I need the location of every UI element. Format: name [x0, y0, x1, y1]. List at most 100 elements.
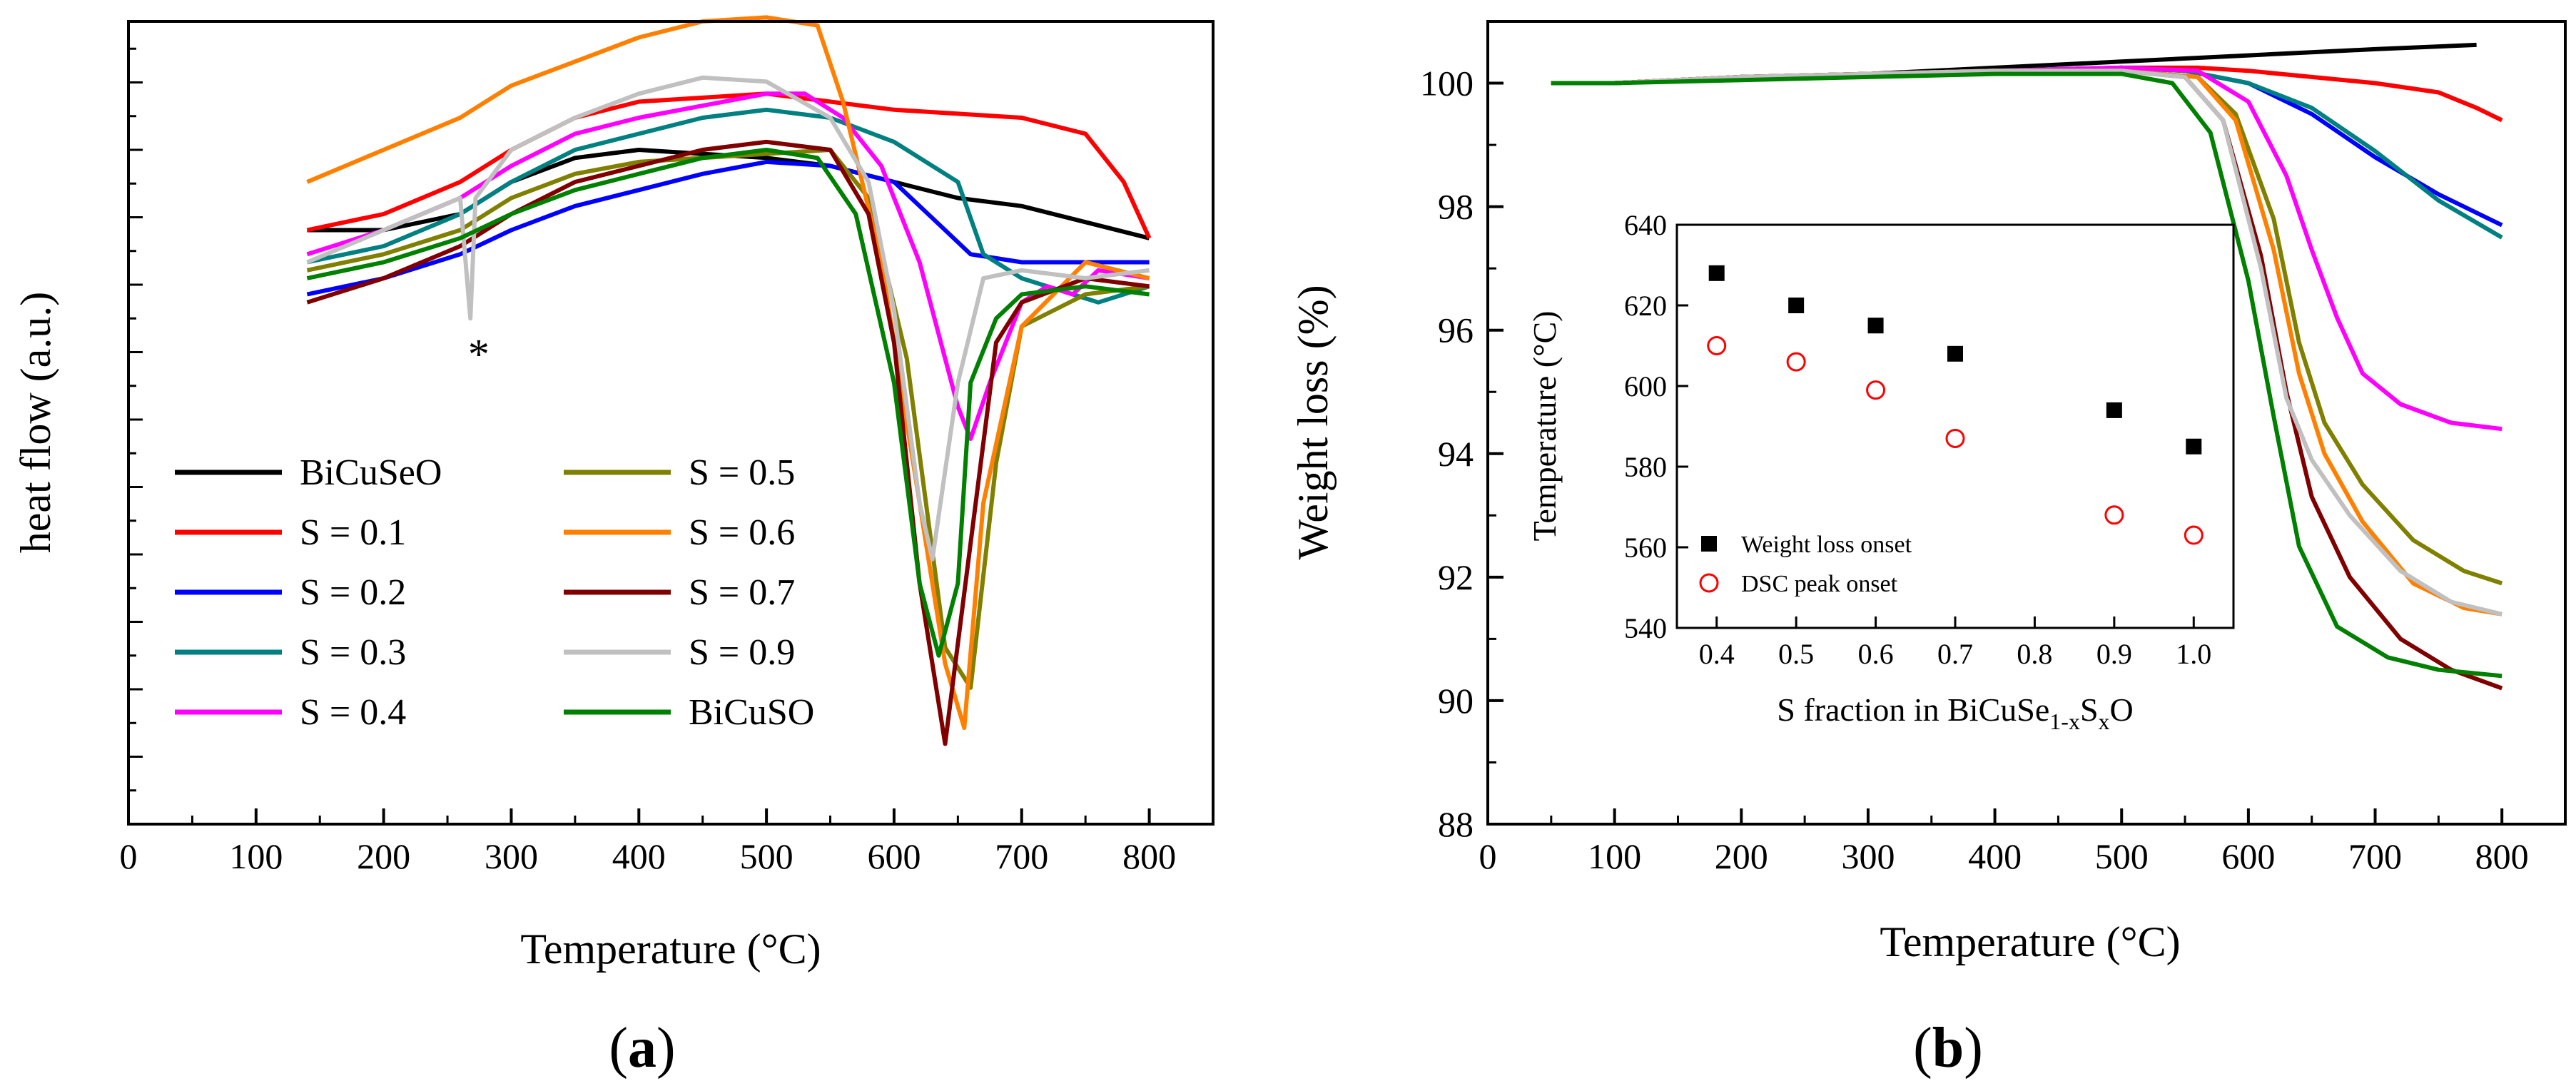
panel-b-y-axis-title: Weight loss (%): [1289, 285, 1337, 559]
inset-point-dsc-peak-onset: [1866, 380, 1886, 400]
panel-b-x-tick-label: 300: [1841, 836, 1895, 876]
panel-b-chart: 0 100 200 300 400 500 600 700 800 88 90 92 94 96 98 10…: [1289, 20, 2567, 1080]
panel-b-x-tick-label: 100: [1588, 836, 1641, 876]
panel-a-legend-label-s-0-4: S = 0.4: [300, 692, 406, 733]
inset-x-tick-label: 0.7: [1937, 638, 1973, 670]
inset-x-axis-title: S fraction in BiCuSe1-xSxO: [1777, 691, 2134, 734]
inset-point-weight-loss-onset: [1788, 298, 1805, 313]
panel-b-x-tick-label: 200: [1715, 836, 1768, 876]
panel-a-series-bicuso: [306, 148, 1150, 658]
panel-b-x-tick-label: 500: [2095, 836, 2149, 876]
panel-a-plot-frame: [127, 20, 1215, 826]
inset-point-dsc-peak-onset: [1945, 428, 1965, 448]
panel-a-legend-label-s-0-3: S = 0.3: [300, 632, 406, 673]
inset-legend-marker-dsc-peak-onset: [1699, 573, 1719, 593]
panel-a-legend-label-s-0-7: S = 0.7: [689, 572, 795, 613]
inset-x-tick-label: 0.8: [2017, 638, 2052, 670]
inset-x-tick-label: 0.9: [2096, 638, 2132, 670]
inset-x-tick-label: 1.0: [2176, 638, 2211, 670]
panel-b-series-s-0-2: [1551, 65, 2503, 228]
panel-a-y-ticks: [128, 47, 143, 826]
panel-b-x-axis-title: Temperature (°C): [1880, 918, 2180, 965]
inset-point-weight-loss-onset: [1708, 265, 1725, 281]
inset-point-dsc-peak-onset: [1707, 336, 1727, 355]
panel-a-series-s-0-2: [306, 159, 1150, 297]
inset-x-tick-label: 0.6: [1858, 638, 1894, 670]
panel-b-series-s-0-9: [1551, 68, 2503, 616]
panel-a-x-tick-label: 0: [120, 836, 138, 876]
panel-a-x-tick-label: 700: [995, 836, 1048, 876]
panel-a-legend-label-bicuso: BiCuSO: [689, 692, 814, 733]
panel-a-legend-label-bicuseo: BiCuSeO: [300, 452, 442, 493]
inset-background: [1677, 225, 2233, 628]
panel-b-series-s-0-3: [1551, 65, 2503, 240]
inset-x-tick-label: 0.4: [1699, 638, 1735, 670]
panel-a-series-s-0-6: [306, 15, 1150, 730]
inset-legend-marker-weight-loss-onset: [1701, 536, 1717, 552]
panel-a-annotation-star: *: [468, 330, 490, 377]
inset-y-tick-label: 580: [1624, 451, 1667, 483]
panel-b-y-ticks: 88 90 92 94 96 98 100: [1420, 64, 1503, 844]
panel-b-x-tick-label: 800: [2475, 836, 2529, 876]
panel-b-x-tick-label: 600: [2221, 836, 2275, 876]
inset-y-tick-label: 540: [1624, 612, 1667, 644]
panel-b-y-tick-label: 90: [1438, 681, 1474, 721]
panel-a-series-s-0-9: [306, 75, 1150, 562]
panel-a-x-axis-title: Temperature (°C): [520, 925, 821, 973]
panel-a-legend-label-s-0-9: S = 0.9: [689, 632, 795, 673]
panel-a-x-tick-label: 100: [229, 836, 283, 876]
panel-a-x-tick-label: 200: [357, 836, 410, 876]
inset-chart: 0.4 0.5 0.6 0.7 0.8 0.9 1.0 540 560 580 600 620 640…: [1526, 209, 2235, 734]
panel-b-plot-frame: [1486, 20, 2567, 826]
panel-b-y-tick-label: 94: [1438, 434, 1474, 474]
panel-a-x-tick-label: 300: [485, 836, 538, 876]
inset-points: [1707, 265, 2204, 545]
panel-b-x-ticks: 0 100 200 300 400 500 600 700 800: [1479, 808, 2529, 876]
inset-x-ticks: 0.4 0.5 0.6 0.7 0.8 0.9 1.0: [1699, 616, 2211, 670]
panel-a-x-tick-label: 500: [740, 836, 793, 876]
inset-point-weight-loss-onset: [2186, 438, 2202, 455]
panel-a-legend-label-s-0-1: S = 0.1: [300, 512, 406, 553]
panel-b-y-tick-label: 88: [1438, 804, 1474, 844]
inset-y-tick-label: 620: [1624, 290, 1667, 322]
panel-a-series-group: [306, 15, 1152, 746]
panel-a-legend-label-s-0-6: S = 0.6: [689, 512, 795, 553]
inset-legend: Weight loss onset DSC peak onset: [1699, 532, 1912, 597]
inset-y-tick-label: 640: [1624, 209, 1667, 241]
inset-point-dsc-peak-onset: [1786, 352, 1806, 372]
panel-b-y-tick-label: 98: [1438, 187, 1474, 227]
panel-a-x-ticks: 0 100 200 300 400 500 600 700 800: [120, 808, 1176, 876]
panel-b-x-tick-label: 0: [1479, 836, 1497, 876]
inset-y-axis-title: Temperature (°C): [1526, 311, 1563, 542]
panel-a-series-s-0-4: [306, 91, 1150, 441]
panel-b-y-tick-label: 100: [1420, 64, 1474, 103]
panel-b-label: (b): [1913, 1017, 1983, 1080]
panel-a-chart: 0 100 200 300 400 500 600 700 800 * BiCuSeO S = 0…: [12, 15, 1215, 1080]
panel-b-x-tick-label: 700: [2348, 836, 2402, 876]
inset-y-tick-label: 560: [1624, 532, 1667, 564]
inset-legend-label-dsc-peak-onset: DSC peak onset: [1741, 571, 1898, 597]
inset-point-weight-loss-onset: [1947, 345, 1963, 362]
panel-a-x-tick-label: 800: [1122, 836, 1176, 876]
inset-point-weight-loss-onset: [2106, 402, 2122, 418]
inset-x-tick-label: 0.5: [1778, 638, 1814, 670]
panel-a-legend-label-s-0-2: S = 0.2: [300, 572, 406, 613]
panel-a-label: (a): [609, 1017, 675, 1080]
inset-legend-label-weight-loss-onset: Weight loss onset: [1741, 532, 1912, 558]
panel-a-y-axis-title: heat flow (a.u.): [12, 292, 59, 554]
panel-b-series-group: [1551, 42, 2503, 691]
inset-point-dsc-peak-onset: [2184, 525, 2204, 545]
panel-a-legend: BiCuSeO S = 0.1 S = 0.2 S = 0.3 S = 0.4 S = 0…: [175, 452, 814, 733]
panel-a-x-tick-label: 600: [867, 836, 921, 876]
panel-b-y-tick-label: 92: [1438, 557, 1474, 597]
panel-b-y-tick-label: 96: [1438, 310, 1474, 350]
inset-y-ticks: 540 560 580 600 620 640: [1624, 209, 1688, 644]
inset-point-weight-loss-onset: [1867, 318, 1884, 334]
panel-b-series-bicuso: [1551, 71, 2503, 679]
panel-b-x-tick-label: 400: [1968, 836, 2022, 876]
inset-y-tick-label: 600: [1624, 370, 1667, 402]
panel-a-legend-label-s-0-5: S = 0.5: [689, 452, 795, 493]
panel-a-x-tick-label: 400: [612, 836, 666, 876]
inset-point-dsc-peak-onset: [2104, 505, 2124, 525]
